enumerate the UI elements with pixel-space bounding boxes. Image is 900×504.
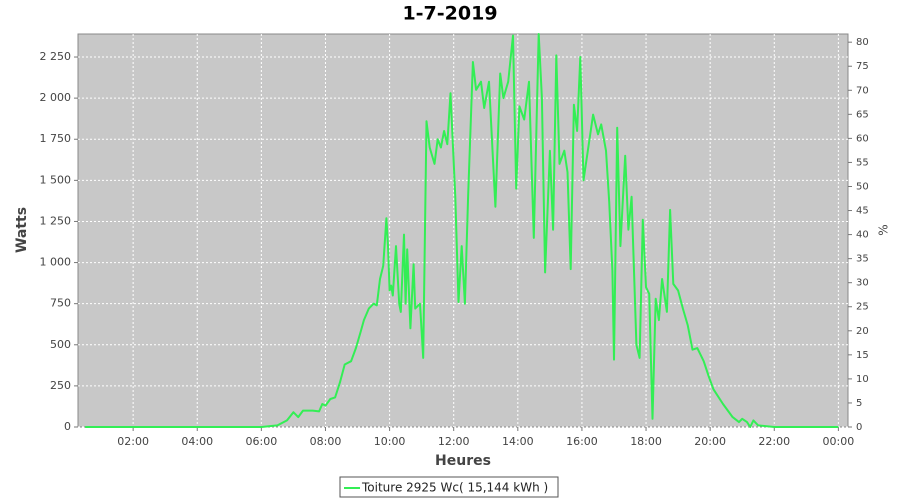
x-tick-label: 16:00 <box>566 435 598 448</box>
x-tick-label: 06:00 <box>246 435 278 448</box>
y-tick-label: 750 <box>50 297 71 310</box>
y2-tick-label: 0 <box>856 422 862 433</box>
y2-tick-label: 75 <box>856 61 869 72</box>
y2-tick-label: 60 <box>856 133 869 144</box>
y-tick-label: 2 000 <box>40 91 72 104</box>
x-tick-label: 22:00 <box>758 435 790 448</box>
x-tick-label: 12:00 <box>438 435 470 448</box>
plot-area <box>77 33 849 428</box>
legend-box <box>339 476 559 498</box>
x-tick-label: 20:00 <box>694 435 726 448</box>
x-tick-label: 00:00 <box>823 435 855 448</box>
y2-tick-label: 65 <box>856 109 869 120</box>
y-tick-label: 0 <box>64 420 71 433</box>
y2-tick-label: 45 <box>856 206 869 217</box>
y2-tick-label: 30 <box>856 278 869 289</box>
y2-tick-label: 80 <box>856 37 869 48</box>
x-tick-label: 18:00 <box>630 435 662 448</box>
y-tick-label: 1 250 <box>40 214 72 227</box>
y-tick-label: 1 750 <box>40 132 72 145</box>
y2-tick-label: 25 <box>856 302 869 313</box>
y2-tick-label: 55 <box>856 157 869 168</box>
y2-tick-label: 70 <box>856 85 869 96</box>
x-axis-label: Heures <box>435 453 491 469</box>
y-axis-label: Watts <box>14 207 30 253</box>
y-tick-label: 250 <box>50 379 71 392</box>
y-tick-label: 1 500 <box>40 173 72 186</box>
y-tick-label: 500 <box>50 338 71 351</box>
x-tick-label: 14:00 <box>502 435 534 448</box>
y2-tick-label: 5 <box>856 398 862 409</box>
x-tick-label: 04:00 <box>181 435 213 448</box>
y2-axis-label: % <box>877 224 891 235</box>
series-line <box>85 33 839 428</box>
y2-tick-label: 50 <box>856 181 869 192</box>
y-tick-label: 1 000 <box>40 256 72 269</box>
y2-tick-label: 15 <box>856 350 869 361</box>
x-tick-label: 08:00 <box>310 435 342 448</box>
x-tick-label: 02:00 <box>117 435 149 448</box>
y-tick-label: 2 250 <box>40 50 72 63</box>
y2-tick-label: 35 <box>856 254 869 265</box>
y2-tick-label: 20 <box>856 326 869 337</box>
chart-title: 1-7-2019 <box>402 3 497 25</box>
legend-label: Toiture 2925 Wc( 15,144 kWh ) <box>361 481 548 495</box>
y2-tick-label: 10 <box>856 374 869 385</box>
x-tick-label: 10:00 <box>374 435 406 448</box>
y2-tick-label: 40 <box>856 230 869 241</box>
